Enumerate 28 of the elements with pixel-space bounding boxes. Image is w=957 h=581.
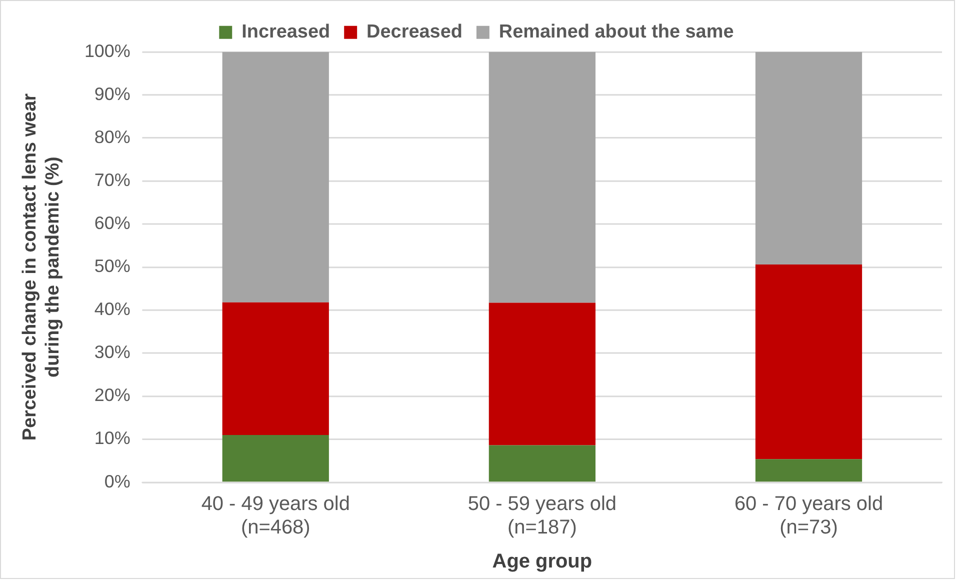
legend-label: Decreased (366, 22, 462, 43)
y-tick-label: 90% (94, 84, 130, 104)
bar (222, 52, 329, 302)
bar (222, 434, 329, 482)
y-tick-label: 50% (94, 256, 130, 276)
y-tick-label: 10% (94, 428, 130, 448)
legend-label: Remained about the same (498, 22, 734, 43)
y-tick-label: 0% (104, 471, 130, 492)
bar (488, 302, 596, 446)
y-tick-label: 60% (94, 212, 130, 233)
x-axis-title: Age group (492, 550, 592, 573)
bar (488, 52, 596, 303)
bar (488, 445, 596, 482)
y-tick-label: 80% (94, 126, 130, 147)
x-tick-label: 40 - 49 years old (n=468) (201, 492, 350, 539)
legend-label: Increased (242, 22, 330, 43)
y-tick-label: 70% (94, 170, 130, 190)
bar (222, 302, 329, 435)
y-tick-label: 100% (84, 40, 130, 61)
y-tick-label: 20% (94, 385, 130, 406)
x-tick-label: 60 - 70 years old (n=73) (734, 492, 884, 539)
x-tick-label: 50 - 59 years old (n=187) (468, 492, 616, 539)
bar (755, 52, 862, 264)
bar (755, 264, 862, 460)
bar (755, 459, 862, 482)
y-axis-title: Perceived change in contact lens wear during the pandemic (%) (20, 92, 64, 441)
y-tick-label: 30% (94, 342, 130, 362)
y-tick-label: 40% (94, 299, 130, 320)
